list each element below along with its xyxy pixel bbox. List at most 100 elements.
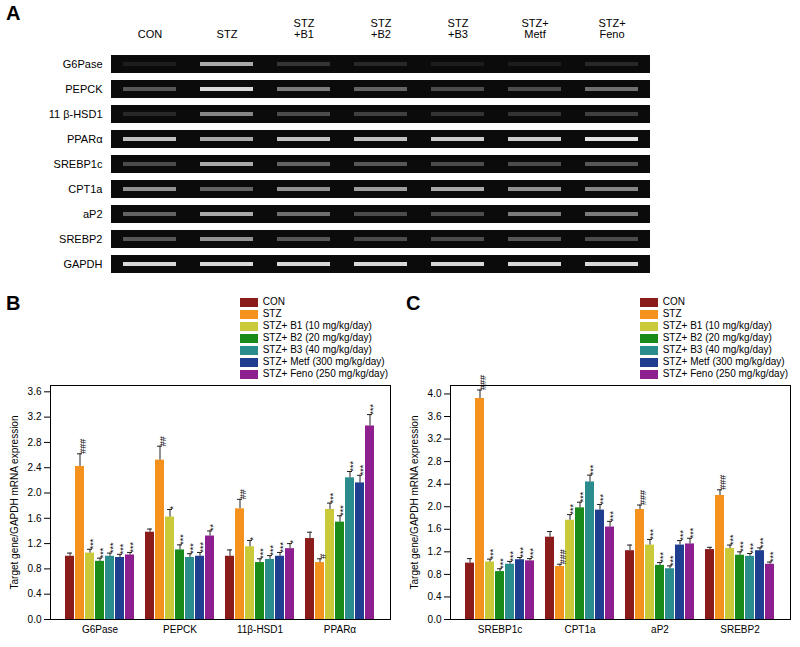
svg-text:SREBP2: SREBP2	[59, 233, 102, 245]
svg-text:2.0: 2.0	[428, 501, 442, 512]
svg-text:PPARα: PPARα	[67, 133, 103, 145]
svg-text:PEPCK: PEPCK	[65, 83, 103, 95]
svg-text:2.8: 2.8	[428, 456, 442, 467]
svg-text:4.0: 4.0	[428, 388, 442, 399]
svg-text:3.6: 3.6	[428, 411, 442, 422]
svg-text:***: ***	[338, 505, 348, 516]
svg-text:***: ***	[368, 404, 378, 415]
svg-text:***: ***	[588, 464, 598, 475]
svg-text:***: ***	[648, 528, 658, 539]
svg-text:***: ***	[348, 461, 358, 472]
svg-text:**: **	[208, 523, 218, 531]
svg-text:***: ***	[328, 492, 338, 503]
svg-text:G6Pase: G6Pase	[63, 58, 103, 70]
svg-text:aP2: aP2	[651, 624, 669, 635]
svg-text:PEPCK: PEPCK	[163, 624, 197, 635]
svg-text:2.8: 2.8	[28, 437, 42, 448]
svg-text:***: ***	[668, 555, 678, 566]
svg-text:***: ***	[508, 550, 518, 561]
svg-text:***: ***	[358, 464, 368, 475]
svg-text:##: ##	[238, 489, 248, 499]
svg-text:3.6: 3.6	[28, 386, 42, 397]
svg-text:0.4: 0.4	[28, 588, 42, 599]
svg-text:0.0: 0.0	[28, 614, 42, 625]
svg-text:3.2: 3.2	[428, 433, 442, 444]
svg-text:11 β-HSD1: 11 β-HSD1	[49, 108, 103, 120]
svg-text:SREBP1c: SREBP1c	[478, 624, 522, 635]
html-text:C: C	[406, 292, 421, 314]
svg-text:***: ***	[688, 527, 698, 538]
svg-text:***: ***	[678, 530, 688, 541]
svg-text:***: ***	[88, 538, 98, 549]
svg-text:PPARα: PPARα	[324, 624, 356, 635]
svg-text:STZ+B2: STZ+B2	[371, 17, 392, 40]
svg-text:***: ***	[498, 558, 508, 569]
svg-text:SREBP1c: SREBP1c	[54, 158, 103, 170]
svg-text:***: ***	[128, 541, 138, 552]
html-text:STZ: STZ	[262, 308, 282, 319]
svg-text:Target gene/GAPDH mRNA express: Target gene/GAPDH mRNA expression	[409, 416, 420, 590]
html-text:CON: CON	[262, 296, 285, 307]
svg-text:***: ***	[568, 504, 578, 515]
svg-text:***: ***	[598, 493, 608, 504]
svg-text:0.0: 0.0	[428, 614, 442, 625]
svg-text:STZ+B3: STZ+B3	[448, 17, 469, 40]
svg-text:STZ+Feno: STZ+Feno	[598, 17, 625, 40]
svg-text:#: #	[318, 554, 328, 559]
svg-text:***: ***	[608, 510, 618, 521]
svg-text:GAPDH: GAPDH	[63, 258, 102, 270]
svg-text:Target gene/GAPDH mRNA express: Target gene/GAPDH mRNA expression	[9, 416, 20, 590]
svg-text:0.8: 0.8	[28, 563, 42, 574]
svg-text:***: ***	[98, 547, 108, 558]
svg-text:***: ***	[768, 551, 778, 562]
svg-text:##: ##	[158, 436, 168, 446]
svg-text:STZ+B1: STZ+B1	[294, 17, 315, 40]
svg-text:1.6: 1.6	[428, 523, 442, 534]
svg-text:*: *	[168, 505, 178, 509]
svg-text:###: ###	[638, 490, 648, 505]
svg-text:G6Pase: G6Pase	[82, 624, 119, 635]
svg-text:1.2: 1.2	[28, 538, 42, 549]
svg-text:CON: CON	[138, 28, 163, 40]
svg-text:CPT1a: CPT1a	[68, 183, 103, 195]
svg-text:***: ***	[738, 541, 748, 552]
svg-text:***: ***	[578, 491, 588, 502]
svg-text:***: ***	[278, 541, 288, 552]
svg-text:***: ***	[518, 546, 528, 557]
html-text:A: A	[6, 2, 21, 24]
svg-text:***: ***	[758, 537, 768, 548]
svg-text:SREBP2: SREBP2	[720, 624, 760, 635]
svg-text:CPT1a: CPT1a	[564, 624, 596, 635]
svg-text:aP2: aP2	[83, 208, 103, 220]
svg-text:***: ***	[528, 548, 538, 559]
svg-text:11β-HSD1: 11β-HSD1	[237, 624, 284, 635]
svg-text:###: ###	[718, 475, 728, 490]
svg-text:STZ+Metf: STZ+Metf	[521, 17, 548, 40]
svg-text:3.2: 3.2	[28, 411, 42, 422]
svg-text:***: ***	[488, 548, 498, 559]
svg-text:***: ***	[728, 534, 738, 545]
svg-text:***: ***	[268, 545, 278, 556]
svg-text:0.4: 0.4	[428, 591, 442, 602]
html-text:B: B	[6, 292, 21, 314]
svg-text:***: ***	[748, 543, 758, 554]
svg-text:STZ: STZ	[217, 28, 238, 40]
svg-text:***: ***	[108, 542, 118, 553]
svg-text:2.4: 2.4	[28, 462, 42, 473]
svg-text:2.0: 2.0	[28, 487, 42, 498]
svg-text:0.8: 0.8	[428, 569, 442, 580]
svg-text:2.4: 2.4	[428, 478, 442, 489]
svg-text:***: ***	[188, 543, 198, 554]
svg-text:***: ***	[178, 534, 188, 545]
svg-text:***: ***	[198, 541, 208, 552]
svg-text:***: ***	[258, 548, 268, 559]
svg-text:###: ###	[558, 549, 568, 564]
svg-text:*: *	[288, 540, 298, 544]
svg-text:***: ***	[658, 552, 668, 563]
svg-text:1.6: 1.6	[28, 513, 42, 524]
svg-text:***: ***	[118, 543, 128, 554]
svg-text:###: ###	[78, 439, 88, 454]
svg-text:*: *	[248, 536, 258, 540]
svg-text:###: ###	[478, 375, 488, 390]
svg-text:1.2: 1.2	[428, 546, 442, 557]
